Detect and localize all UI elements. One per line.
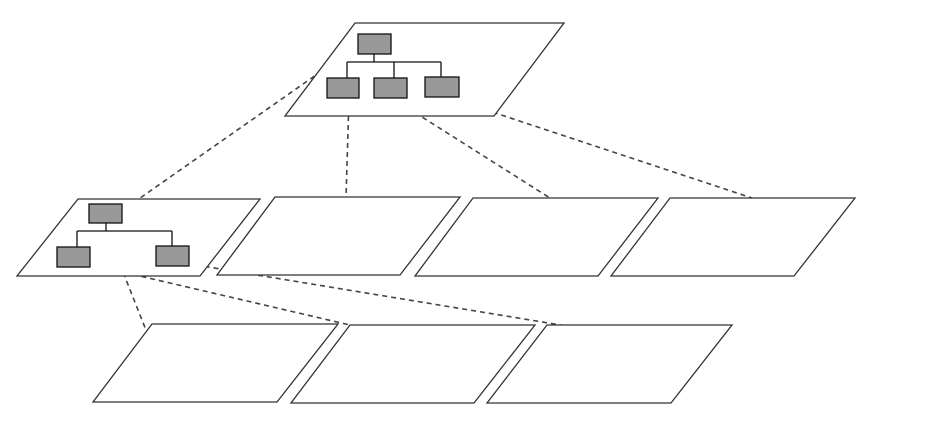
layer-middle bbox=[15, 196, 857, 277]
plane-middle-4 bbox=[609, 197, 857, 277]
tree-top-child-node-2 bbox=[373, 77, 408, 99]
layer-bottom bbox=[91, 323, 734, 404]
plane-top-1 bbox=[283, 22, 566, 117]
tree-top-root-node bbox=[357, 33, 392, 55]
tree-middle-child-node-2 bbox=[155, 245, 190, 267]
tree-top-child-node-3 bbox=[424, 76, 460, 98]
link-top-child-3-to-middle-plane-4 bbox=[449, 97, 753, 199]
tree-top-child-node-1 bbox=[326, 77, 360, 99]
plane-bottom-1 bbox=[91, 323, 340, 403]
tree-middle-child-node-1 bbox=[56, 246, 91, 268]
link-top-child-1-to-middle-plane-2 bbox=[345, 97, 350, 199]
plane-bottom-2 bbox=[289, 324, 537, 404]
layer-top bbox=[283, 22, 566, 117]
tree-top bbox=[326, 33, 460, 99]
plane-middle-3 bbox=[413, 197, 660, 277]
plane-middle-2 bbox=[215, 196, 462, 276]
plane-middle-1 bbox=[15, 198, 262, 277]
tree-middle-root-node bbox=[88, 203, 123, 224]
tree-middle bbox=[56, 203, 190, 268]
plane-bottom-3 bbox=[485, 324, 734, 404]
